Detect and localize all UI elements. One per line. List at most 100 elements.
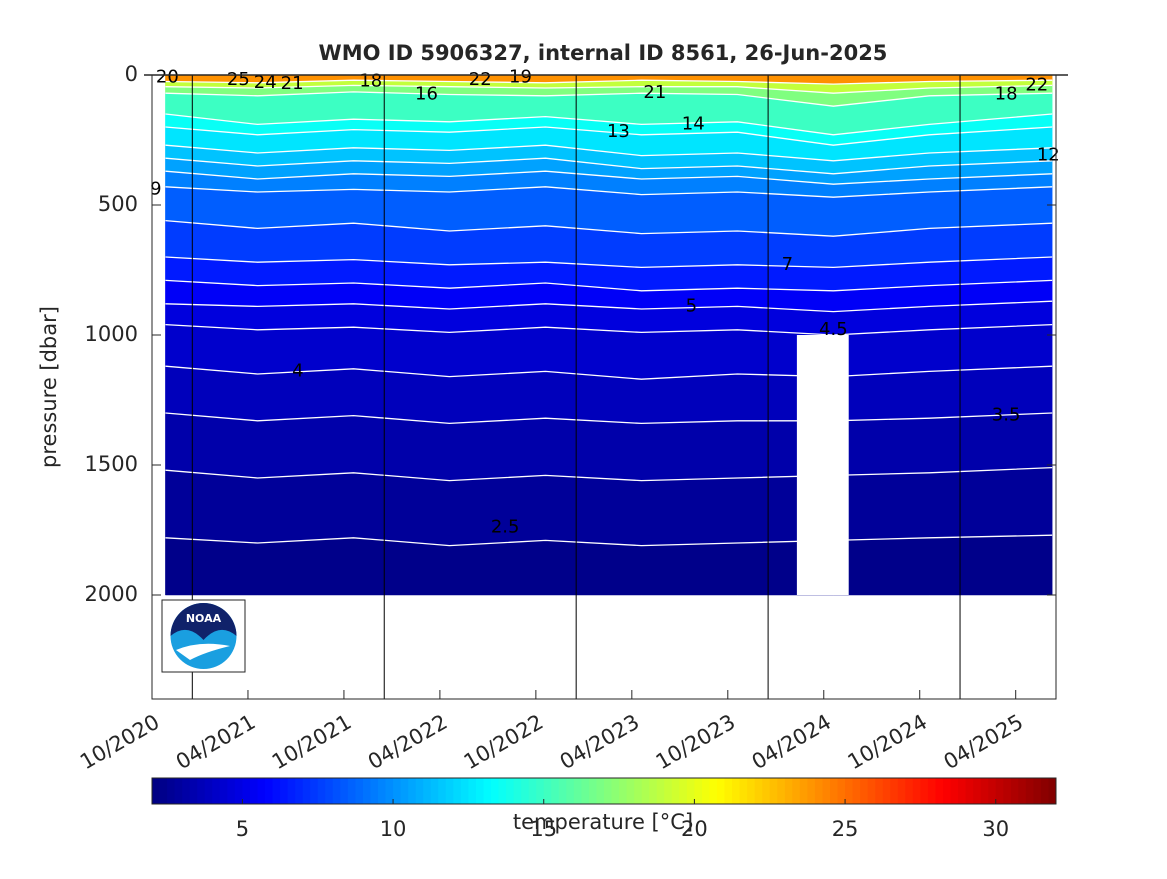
x-tick-label: 04/2024 bbox=[748, 710, 836, 774]
colorbar-cell bbox=[362, 778, 371, 804]
contour-line bbox=[165, 157, 1053, 175]
colorbar-cell bbox=[792, 778, 801, 804]
chart-title: WMO ID 5906327, internal ID 8561, 26-Jun… bbox=[319, 41, 888, 65]
colorbar-cell bbox=[1040, 778, 1049, 804]
colorbar-cell bbox=[920, 778, 929, 804]
contour-label: 5 bbox=[686, 295, 697, 316]
colorbar-cell bbox=[739, 778, 748, 804]
colorbar-cell bbox=[709, 778, 718, 804]
colorbar-cell bbox=[528, 778, 537, 804]
colorbar-cell bbox=[980, 778, 989, 804]
colorbar-cell bbox=[777, 778, 786, 804]
contour-line bbox=[165, 323, 1053, 336]
colorbar-cell bbox=[1003, 778, 1012, 804]
colorbar-cell bbox=[249, 778, 258, 804]
x-tick-label: 10/2022 bbox=[460, 710, 548, 774]
contour-label: 3.5 bbox=[992, 405, 1021, 426]
y-tick-label: 500 bbox=[98, 192, 138, 216]
colorbar-cell bbox=[830, 778, 839, 804]
colorbar-cell bbox=[626, 778, 635, 804]
y-tick-label: 1000 bbox=[85, 322, 138, 346]
contour-line bbox=[165, 170, 1053, 185]
colorbar-cell bbox=[317, 778, 326, 804]
colorbar-cell bbox=[754, 778, 763, 804]
colorbar-cell bbox=[204, 778, 213, 804]
logo-text: NOAA bbox=[186, 612, 222, 625]
colorbar-cell bbox=[905, 778, 914, 804]
colorbar-cell bbox=[445, 778, 454, 804]
temperature-band bbox=[165, 412, 1053, 481]
colorbar-cell bbox=[943, 778, 952, 804]
colorbar-cell bbox=[581, 778, 590, 804]
colorbar-cell bbox=[310, 778, 319, 804]
colorbar-cell bbox=[1010, 778, 1019, 804]
contour-line bbox=[165, 113, 1053, 136]
colorbar-cell bbox=[558, 778, 567, 804]
colorbar-cell bbox=[867, 778, 876, 804]
contour-label: 25 bbox=[227, 69, 250, 90]
colorbar-cell bbox=[543, 778, 552, 804]
colorbar-cell bbox=[370, 778, 379, 804]
colorbar-cell bbox=[475, 778, 484, 804]
colorbar-tick-label: 30 bbox=[982, 817, 1009, 841]
colorbar-cell bbox=[551, 778, 560, 804]
contour-label: 21 bbox=[281, 73, 304, 94]
colorbar-cell bbox=[927, 778, 936, 804]
y-tick-label: 0 bbox=[125, 62, 138, 86]
contour-label: 19 bbox=[509, 67, 532, 88]
contour-label: 24 bbox=[254, 72, 277, 93]
contour-label: 2.5 bbox=[491, 516, 520, 537]
colorbar-cell bbox=[988, 778, 997, 804]
colorbar-cell bbox=[438, 778, 447, 804]
colorbar-cell bbox=[302, 778, 311, 804]
x-tick-label: 10/2020 bbox=[76, 710, 164, 774]
contour-label: 22 bbox=[469, 69, 492, 90]
contour-label: 14 bbox=[682, 113, 705, 134]
colorbar-cell bbox=[656, 778, 665, 804]
contour-line bbox=[165, 219, 1053, 237]
colorbar-cell bbox=[649, 778, 658, 804]
colorbar-cell bbox=[393, 778, 402, 804]
colorbar-cell bbox=[769, 778, 778, 804]
logo: NOAA bbox=[161, 599, 246, 673]
colorbar-cell bbox=[845, 778, 854, 804]
colorbar-cell bbox=[521, 778, 530, 804]
colorbar-cell bbox=[732, 778, 741, 804]
colorbar-cell bbox=[355, 778, 364, 804]
colorbar-cell bbox=[852, 778, 861, 804]
colorbar-cell bbox=[257, 778, 266, 804]
colorbar-cell bbox=[1025, 778, 1034, 804]
colorbar-cell bbox=[588, 778, 597, 804]
logo-top bbox=[170, 603, 237, 640]
x-tick-label: 10/2023 bbox=[652, 710, 740, 774]
colorbar-cell bbox=[973, 778, 982, 804]
colorbar-cell bbox=[295, 778, 304, 804]
colorbar-cell bbox=[423, 778, 432, 804]
colorbar-tick-label: 15 bbox=[530, 817, 557, 841]
contour-line bbox=[165, 144, 1053, 162]
colorbar-cell bbox=[1048, 778, 1057, 804]
colorbar-cell bbox=[912, 778, 921, 804]
data-gap bbox=[796, 335, 849, 595]
colorbar-cell bbox=[430, 778, 439, 804]
colorbar-cell bbox=[152, 778, 161, 804]
contour-line bbox=[165, 279, 1053, 292]
colorbar-cell bbox=[498, 778, 507, 804]
colorbar-cell bbox=[340, 778, 349, 804]
contour-label: 22 bbox=[1025, 74, 1048, 95]
colorbar-cell bbox=[280, 778, 289, 804]
colorbar-cell bbox=[159, 778, 168, 804]
colorbar-cell bbox=[619, 778, 628, 804]
colorbar-cell bbox=[197, 778, 206, 804]
colorbar-cell bbox=[573, 778, 582, 804]
colorbar-cell bbox=[491, 778, 500, 804]
colorbar-cell bbox=[265, 778, 274, 804]
colorbar-cell bbox=[513, 778, 522, 804]
colorbar-cell bbox=[167, 778, 176, 804]
contour-label: 9 bbox=[150, 178, 161, 199]
colorbar-cell bbox=[958, 778, 967, 804]
colorbar-cell bbox=[189, 778, 198, 804]
colorbar-cell bbox=[995, 778, 1004, 804]
colorbar-tick-label: 20 bbox=[681, 817, 708, 841]
